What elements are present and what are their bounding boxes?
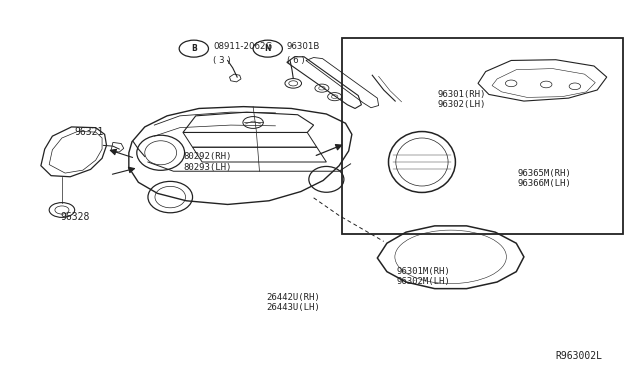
Text: 96321: 96321 <box>75 128 104 138</box>
Text: R963002L: R963002L <box>556 351 603 361</box>
Text: 96301B: 96301B <box>287 42 320 51</box>
Text: 26442U(RH)
26443U(LH): 26442U(RH) 26443U(LH) <box>266 293 319 312</box>
Text: 96328: 96328 <box>60 212 90 222</box>
Text: 96365M(RH)
96366M(LH): 96365M(RH) 96366M(LH) <box>518 169 572 188</box>
Bar <box>342 38 623 234</box>
Text: 80292(RH)
80293(LH): 80292(RH) 80293(LH) <box>183 152 232 172</box>
Text: ( 3 ): ( 3 ) <box>213 56 230 65</box>
Text: N: N <box>264 44 271 53</box>
Text: B: B <box>191 44 196 53</box>
Text: ( 6 ): ( 6 ) <box>287 56 305 65</box>
Text: 96301M(RH)
96302M(LH): 96301M(RH) 96302M(LH) <box>396 267 450 286</box>
Text: 08911-2062G: 08911-2062G <box>213 42 272 51</box>
Text: 96301(RH)
96302(LH): 96301(RH) 96302(LH) <box>438 90 486 109</box>
